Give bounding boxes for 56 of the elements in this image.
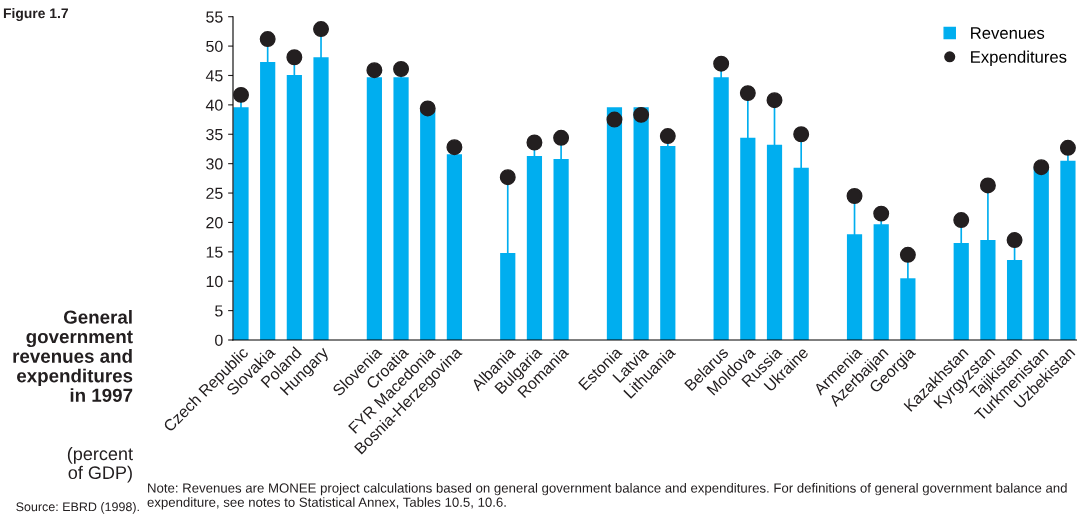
point [713,55,730,72]
point [366,62,383,79]
y-tick-label: 55 [206,11,223,23]
y-tick-label: 40 [205,99,223,111]
bar [393,77,409,340]
bar [606,107,623,340]
point [553,129,570,146]
y-tick-label: 45 [205,70,223,82]
point [979,177,996,194]
legend-label: Revenues [971,27,1045,39]
bar [633,107,649,340]
point [659,128,676,145]
point [393,61,410,77]
point [233,86,249,103]
y-tick-label: 25 [206,187,223,199]
bar [660,146,676,340]
point [606,111,623,128]
y-tick-label: 15 [206,246,223,258]
legend-label: Expenditures [971,50,1067,67]
text: Note: Revenues are MONEE project calculations based on general government balance and expenditures. For definitions of general government balance and expenditure, see notes to Statistical Annex, Tables 10.5, 10.6. [147,483,1067,510]
source-note: Source: EBRD (1998). [16,502,139,514]
point [739,85,756,102]
y-tick-label: 50 [206,40,223,53]
bar [420,110,436,340]
y-tick-label: 10 [206,275,223,288]
point [526,134,543,151]
y-tick-label: 30 [206,158,223,170]
bar [873,224,889,340]
point [793,126,810,143]
bar [446,154,463,340]
point [419,100,436,117]
bar [1033,167,1049,340]
point [499,169,516,186]
point [873,205,890,222]
point [1006,232,1023,249]
text: General government revenues and expenditures in 1997 [13,310,133,402]
point [899,246,916,263]
y-tick-label: 0 [215,334,223,346]
point [286,49,303,66]
bar [366,77,382,340]
y-tick-label: 20 [206,217,223,229]
point [1033,159,1050,176]
y-tick-label: 5 [215,305,223,317]
point [766,92,783,109]
bar [233,107,249,340]
point [1059,139,1076,156]
y-tick-label: 35 [206,128,223,141]
point [313,21,330,38]
bar [1060,160,1076,340]
text: (percent of GDP) [67,447,133,483]
point [846,188,863,204]
caption: Figure 1.7 [3,8,68,22]
point [953,212,970,229]
point [259,31,276,48]
point [633,106,650,123]
point [446,139,463,156]
